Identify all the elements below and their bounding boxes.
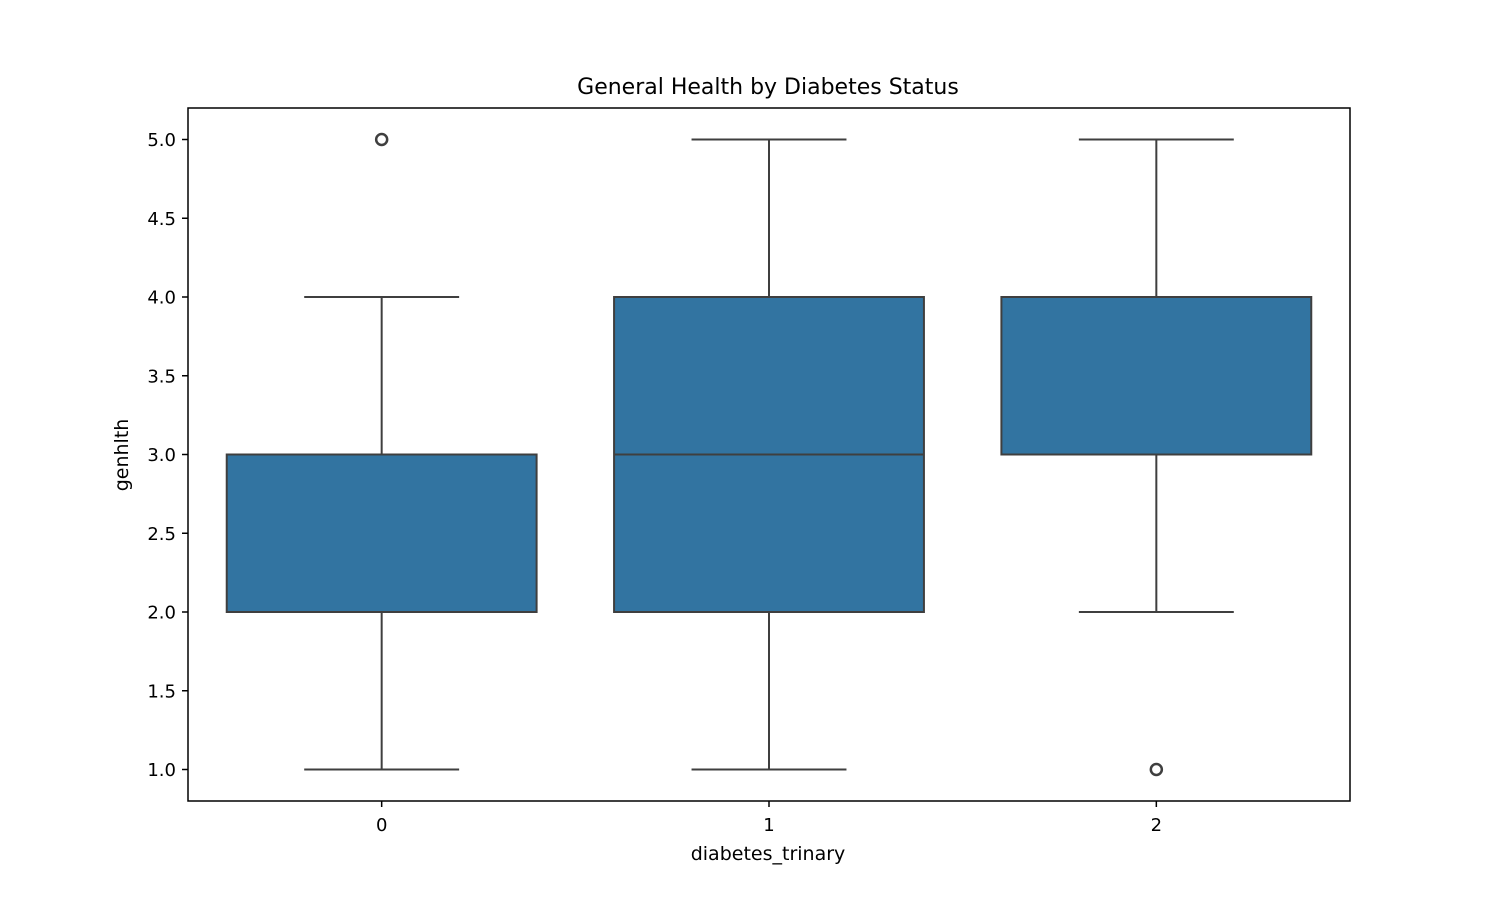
y-tick-label: 1.0 [147, 760, 176, 781]
outlier-point [374, 132, 389, 147]
outlier-point [1149, 762, 1164, 777]
y-tick-label: 4.5 [147, 209, 176, 230]
y-tick-label: 1.5 [147, 681, 176, 702]
x-tick-label: 1 [763, 815, 774, 836]
y-tick-label: 3.5 [147, 366, 176, 387]
y-tick-label: 2.0 [147, 603, 176, 624]
box-iqr [225, 453, 538, 613]
y-tick-label: 5.0 [147, 130, 176, 151]
y-axis-label: genhlth [111, 419, 133, 492]
box-group-1 [613, 138, 925, 771]
x-axis-label: diabetes_trinary [691, 843, 846, 865]
y-tick-label: 2.5 [147, 524, 176, 545]
box-group-0 [225, 132, 538, 771]
x-tick-label: 2 [1151, 815, 1162, 836]
y-tick-label: 3.0 [147, 445, 176, 466]
y-axis: 1.0 1.5 2.0 2.5 3.0 3.5 4.0 4.5 5.0 [147, 130, 188, 781]
box-iqr [1000, 296, 1313, 456]
chart-title: General Health by Diabetes Status [577, 75, 959, 100]
y-tick-label: 4.0 [147, 288, 176, 309]
box-group-2 [1000, 138, 1313, 777]
x-tick-label: 0 [376, 815, 387, 836]
plot-area [225, 132, 1313, 777]
x-axis: 0 1 2 [376, 801, 1162, 836]
